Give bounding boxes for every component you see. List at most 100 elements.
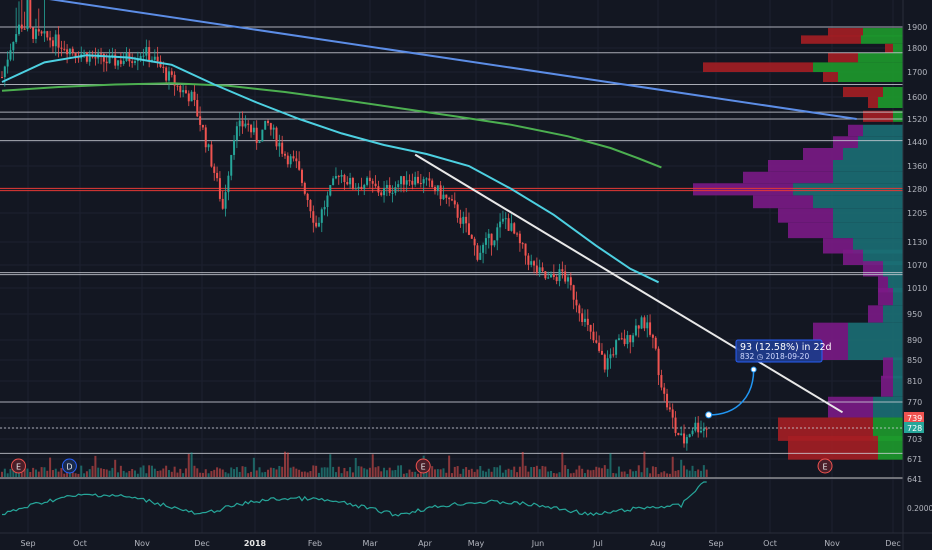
candle-body — [595, 340, 598, 343]
candle-body — [572, 285, 575, 300]
volume-bar — [660, 472, 663, 477]
volume-bar — [1, 471, 3, 477]
volume-bar — [176, 472, 179, 477]
candle-body — [564, 271, 567, 282]
volume-bar — [705, 469, 708, 477]
candle-body — [654, 337, 657, 349]
candle-body — [685, 437, 688, 444]
ma-slow-line — [1, 82, 662, 169]
volume-bar — [431, 466, 434, 477]
y-tick-label: 950 — [907, 310, 922, 319]
volume-bar — [303, 471, 306, 477]
candle-body — [609, 354, 612, 359]
volume-bar — [663, 471, 666, 477]
volume-bar — [351, 472, 354, 477]
y-tick-label: 1440 — [907, 138, 927, 147]
candle-body — [235, 126, 238, 141]
volume-bar — [340, 473, 343, 477]
volume-profile-sell — [843, 87, 883, 97]
volume-bar — [15, 470, 18, 477]
volume-bar — [377, 466, 380, 477]
volume-bar — [165, 465, 168, 477]
volume-bar — [484, 471, 487, 477]
candle-body — [332, 178, 335, 186]
horizontal-levels — [0, 26, 903, 454]
y-tick-label: 703 — [907, 435, 922, 444]
volume-bar — [102, 469, 105, 477]
event-marker-e — [817, 458, 833, 474]
volume-profile-buy — [863, 124, 903, 137]
candle-body — [139, 56, 142, 60]
volume-bar — [261, 472, 264, 477]
measure-anchor[interactable] — [705, 411, 713, 419]
volume-profile-sell — [878, 288, 893, 306]
volume-bar — [470, 468, 473, 477]
candle-body — [643, 317, 646, 329]
volume-bar — [6, 473, 9, 477]
volume-bar — [145, 473, 148, 477]
volume-bar — [558, 472, 561, 477]
volume-bar — [184, 468, 187, 477]
candle-body — [204, 127, 207, 148]
candle-body — [334, 176, 337, 179]
volume-bar — [117, 472, 120, 477]
volume-bar — [555, 473, 558, 477]
x-axis[interactable]: Sep Oct Nov Dec 2018 Feb Mar Apr May Jun Jul Aug Sep… — [20, 539, 900, 548]
volume-bar — [295, 468, 298, 477]
volume-bar — [581, 468, 584, 477]
volume-bar — [162, 468, 165, 477]
event-marker-label: E — [823, 463, 828, 472]
candle-body — [102, 53, 105, 62]
volume-bar — [467, 469, 470, 477]
descending-trendline[interactable] — [414, 153, 844, 414]
volume-bar — [179, 468, 182, 477]
volume-profile-sell — [863, 110, 893, 122]
candle-body — [476, 245, 479, 260]
candle-body — [142, 55, 145, 57]
candle-body — [173, 74, 176, 86]
volume-bar — [326, 467, 329, 477]
candle-body — [343, 175, 346, 183]
candle-body — [323, 207, 326, 210]
volume-bar — [40, 467, 43, 477]
candle-body — [363, 184, 366, 190]
candle-body — [309, 200, 312, 212]
candle-body — [281, 142, 284, 154]
volume-bar — [516, 472, 519, 477]
volume-bar — [252, 457, 255, 477]
volume-bar — [213, 469, 216, 477]
candle-body — [255, 127, 258, 143]
long-trendline[interactable] — [2, 0, 857, 120]
candle-body — [9, 50, 12, 60]
candle-body — [162, 66, 165, 68]
candle-body — [357, 186, 360, 189]
volume-bar — [680, 459, 683, 477]
grid-lines — [0, 0, 903, 533]
measure-tool[interactable]: 93 (12.58%) in 22d 832 ◷ 2018-09-20 — [705, 339, 832, 419]
y-tick-label: 850 — [907, 356, 922, 365]
x-tick-label: Oct — [763, 539, 777, 548]
candle-body — [544, 271, 547, 279]
candle-body — [558, 269, 561, 282]
volume-profile-sell — [868, 305, 883, 323]
volume-bar — [533, 467, 536, 477]
price-badge — [904, 422, 924, 433]
volume-bar — [241, 466, 244, 477]
volume-bar — [238, 471, 241, 477]
candle-body — [159, 61, 162, 67]
candle-body — [657, 348, 660, 376]
candle-body — [40, 31, 43, 34]
y-axis[interactable]: 1900 1800 1700 1600 1520 1440 1360 1280 1205 1130… — [907, 23, 927, 484]
candle-body — [114, 54, 117, 66]
candle-body — [207, 144, 210, 148]
x-tick-label: Oct — [73, 539, 87, 548]
candle-body — [660, 375, 663, 388]
candle-body — [417, 176, 420, 184]
candle-body — [261, 129, 264, 142]
candle-body — [63, 48, 66, 50]
candle-body — [569, 277, 572, 286]
volume-profile-sell — [788, 435, 878, 460]
candle-body — [252, 127, 255, 133]
